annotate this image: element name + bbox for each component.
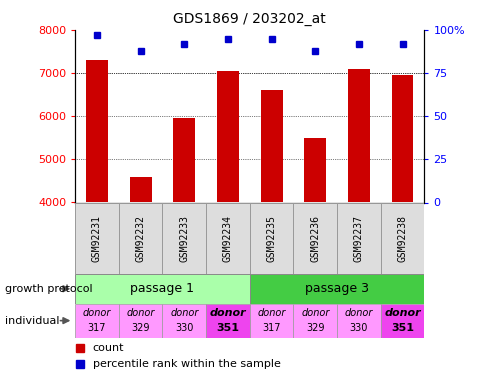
Bar <box>206 304 249 338</box>
Text: 329: 329 <box>305 323 324 333</box>
Bar <box>249 274 424 304</box>
Title: GDS1869 / 203202_at: GDS1869 / 203202_at <box>173 12 325 26</box>
Bar <box>216 71 238 202</box>
Bar <box>173 118 195 202</box>
Text: GSM92238: GSM92238 <box>397 214 407 262</box>
Text: GSM92233: GSM92233 <box>179 214 189 262</box>
Text: percentile rank within the sample: percentile rank within the sample <box>92 359 280 369</box>
Text: passage 3: passage 3 <box>304 282 368 295</box>
Bar <box>162 202 206 274</box>
Text: GSM92237: GSM92237 <box>353 214 363 262</box>
Bar <box>336 304 380 338</box>
Bar <box>249 304 293 338</box>
Bar <box>86 60 107 202</box>
Text: 317: 317 <box>262 323 280 333</box>
Bar <box>162 304 206 338</box>
Bar <box>206 202 249 274</box>
Text: 329: 329 <box>131 323 150 333</box>
Bar <box>391 75 412 202</box>
Text: donor: donor <box>257 308 285 318</box>
Text: donor: donor <box>301 308 329 318</box>
Bar <box>75 304 119 338</box>
Bar <box>293 304 336 338</box>
Bar <box>303 138 325 202</box>
Text: donor: donor <box>383 308 420 318</box>
Text: GSM92234: GSM92234 <box>223 214 232 262</box>
Text: individual: individual <box>5 316 59 326</box>
Text: 351: 351 <box>390 323 413 333</box>
Bar <box>249 202 293 274</box>
Bar <box>347 69 369 203</box>
Text: donor: donor <box>170 308 198 318</box>
Bar <box>129 177 151 203</box>
Bar <box>119 202 162 274</box>
Text: donor: donor <box>209 308 246 318</box>
Bar <box>119 304 162 338</box>
Text: growth protocol: growth protocol <box>5 284 92 294</box>
Text: 351: 351 <box>216 323 239 333</box>
Text: 330: 330 <box>349 323 367 333</box>
Bar <box>75 202 119 274</box>
Text: donor: donor <box>344 308 372 318</box>
Bar <box>260 90 282 202</box>
Text: 317: 317 <box>88 323 106 333</box>
Text: GSM92235: GSM92235 <box>266 214 276 262</box>
Text: GSM92236: GSM92236 <box>310 214 319 262</box>
Bar <box>293 202 336 274</box>
Text: count: count <box>92 343 124 353</box>
Text: donor: donor <box>83 308 111 318</box>
Text: passage 1: passage 1 <box>130 282 194 295</box>
Text: GSM92231: GSM92231 <box>92 214 102 262</box>
Bar <box>380 202 424 274</box>
Bar <box>336 202 380 274</box>
Text: GSM92232: GSM92232 <box>136 214 145 262</box>
Text: 330: 330 <box>175 323 193 333</box>
Bar <box>380 304 424 338</box>
Text: donor: donor <box>126 308 154 318</box>
Bar <box>75 274 249 304</box>
